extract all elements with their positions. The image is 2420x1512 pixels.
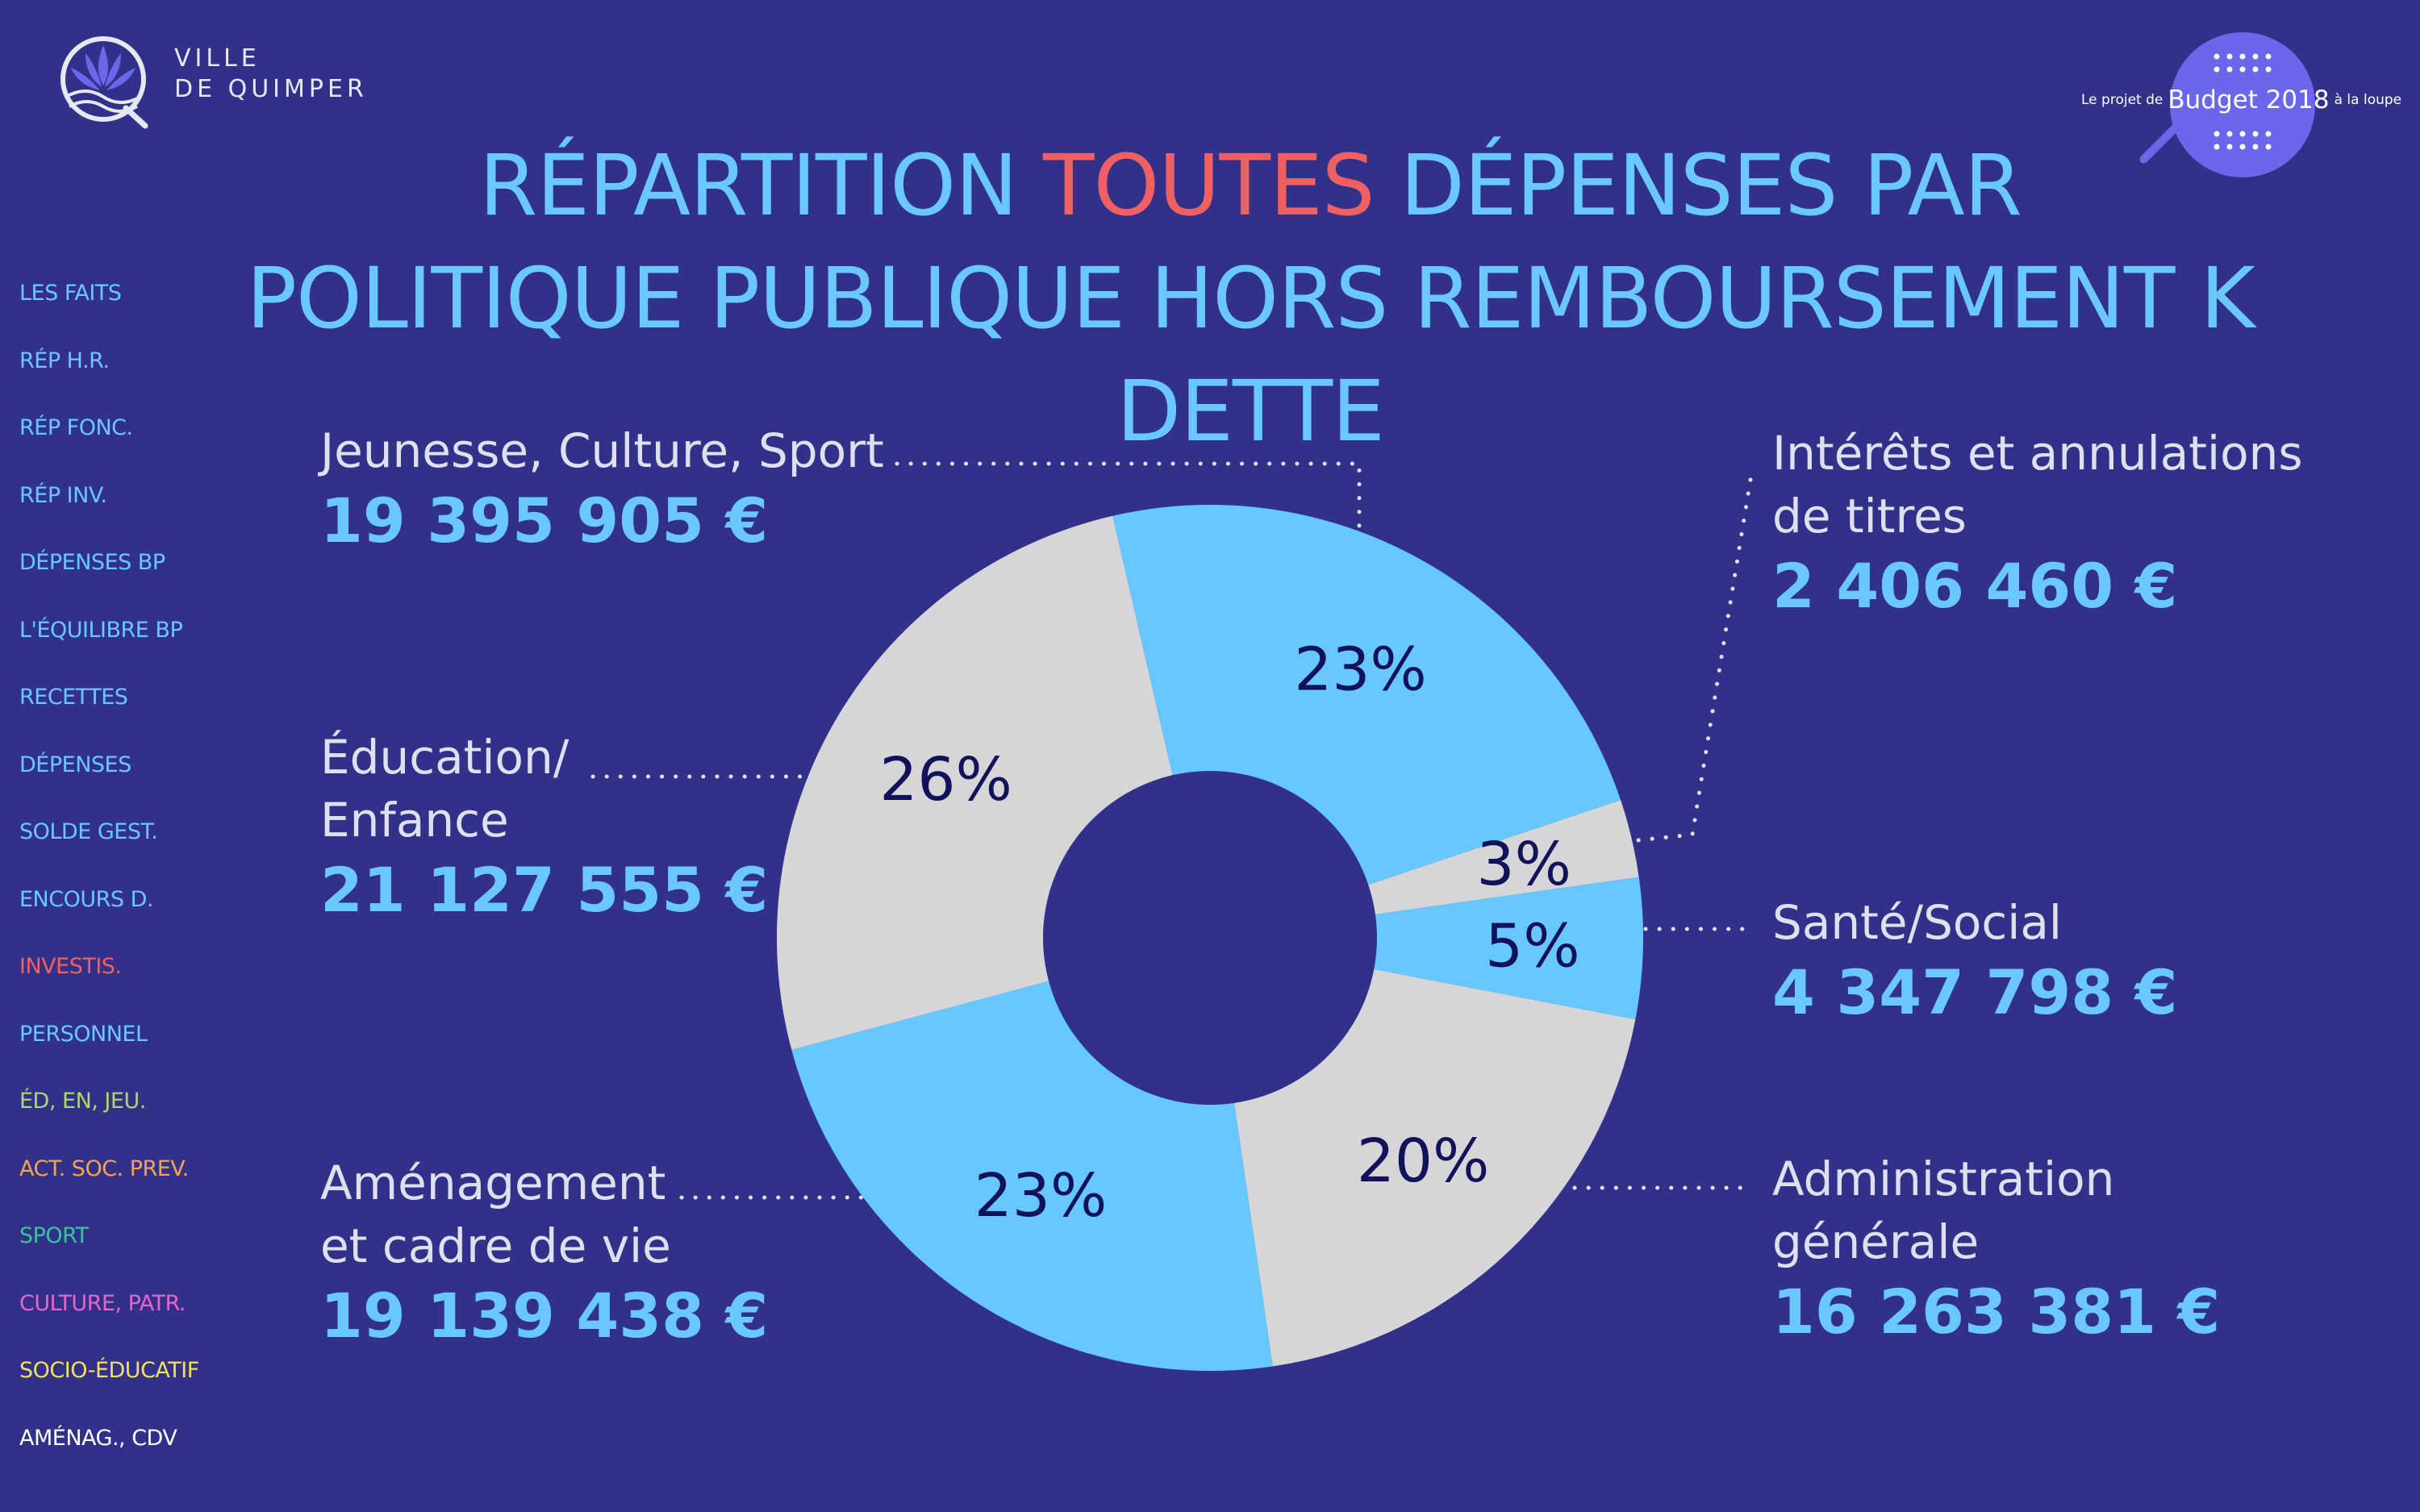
donut-slices [777,505,1643,1371]
logo-line-2: DE QUIMPER [174,75,368,103]
nav-item-solde-gest[interactable]: SOLDE GEST. [19,819,158,844]
leader-lines [590,461,1754,1200]
nav-item-rep-h-r[interactable]: RÉP H.R. [19,348,110,373]
label-name: Éducation/ [320,730,570,785]
slice-percent-label: 23% [974,1161,1107,1231]
logo-text: VILLE DE QUIMPER [174,44,368,105]
donut-slice [791,981,1273,1371]
label-education-enfance: Éducation/ Enfance 21 127 555 € [320,726,768,929]
nav-item-les-faits[interactable]: LES FAITS [19,281,122,306]
label-amount: 21 127 555 € [320,854,769,926]
nav-item-depenses[interactable]: DÉPENSES [19,752,131,777]
label-name: Administration [1772,1152,2115,1206]
donut-slice [1374,877,1643,1020]
title-line-1: RÉPARTITION TOUTES DÉPENSES PAR [145,129,2355,242]
label-amount: 19 395 905 € [320,485,769,556]
slice-percent-label: 20% [1357,1127,1489,1196]
title-accent: TOUTES [1042,136,1375,235]
label-name-2: Enfance [320,793,509,848]
badge-prefix: Le projet de [2081,92,2163,108]
donut-slice [1233,969,1636,1367]
quimper-logo-icon [60,36,148,129]
label-amount: 19 139 438 € [320,1280,769,1352]
nav-item-act-soc-prev[interactable]: ACT. SOC. PREV. [19,1156,189,1181]
donut-slice [1368,800,1639,914]
label-name-2: et cadre de vie [320,1218,671,1273]
nav-item-amenag-cdv[interactable]: AMÉNAG., CDV [19,1425,177,1451]
label-name-2: générale [1772,1214,1980,1269]
label-name: Santé/Social [1772,895,2063,950]
nav-item-depenses-bp[interactable]: DÉPENSES BP [19,550,165,575]
label-amenagement-cadre-de-vie: Aménagement et cadre de vie 19 139 438 € [320,1152,768,1355]
nav-item-socio-educatif[interactable]: SOCIO-ÉDUCATIF [19,1358,199,1383]
nav-item-encours-d[interactable]: ENCOURS D. [19,886,153,912]
label-interets-annulations: Intérêts et annulations de titres 2 406 … [1772,422,2303,625]
badge-suffix: à la loupe [2334,92,2402,108]
label-amount: 4 347 798 € [1772,956,2178,1028]
title-line-2: POLITIQUE PUBLIQUE HORS REMBOURSEMENT K … [246,249,2255,460]
dots-icon [2213,53,2272,73]
nav-item-sport[interactable]: SPORT [19,1223,89,1248]
page-title: RÉPARTITION TOUTES DÉPENSES PAR POLITIQU… [145,129,2355,468]
title-part-1: RÉPARTITION [478,136,1043,235]
nav-item-rep-fonc[interactable]: RÉP FONC. [19,415,133,440]
nav-item-ed-en-jeu[interactable]: ÉD, EN, JEU. [19,1089,146,1114]
slice-percent-label: 26% [879,745,1012,814]
slice-percent-label: 5% [1485,912,1579,981]
nav-item-recettes[interactable]: RECETTES [19,685,128,710]
label-sante-social: Santé/Social 4 347 798 € [1772,891,2177,1031]
slice-percent-label: 3% [1477,830,1571,899]
label-name: Intérêts et annulations [1772,426,2303,481]
dots-icon [2213,131,2272,150]
nav-item-rep-inv[interactable]: RÉP INV. [19,482,107,508]
slice-percent-label: 23% [1294,635,1426,705]
side-nav: LES FAITS RÉP H.R. RÉP FONC. RÉP INV. DÉPENS… [19,277,261,1489]
badge-main: Budget 2018 [2168,85,2330,115]
logo-line-1: VILLE [174,44,261,73]
label-jeunesse-culture-sport: Jeunesse, Culture, Sport 19 395 905 € [320,419,884,560]
nav-item-culture-patr[interactable]: CULTURE, PATR. [19,1290,186,1316]
label-amount: 2 406 460 € [1772,550,2178,622]
label-administration-generale: Administration générale 16 263 381 € [1772,1148,2220,1351]
donut-slice [777,515,1173,1050]
percent-labels: 23% 3% 5% 20% 23% 26% [879,635,1579,1231]
budget-badge: Le projet de Budget 2018 à la loupe [2081,29,2401,206]
nav-item-personnel[interactable]: PERSONNEL [19,1021,148,1047]
title-part-2: DÉPENSES PAR [1374,136,2022,235]
leader-line [1635,477,1753,843]
nav-item-l-equilibre-bp[interactable]: L'ÉQUILIBRE BP [19,617,183,643]
label-name: Jeunesse, Culture, Sport [320,423,884,478]
label-name: Aménagement [320,1156,666,1210]
donut-slice [1112,505,1621,885]
label-name-2: de titres [1772,489,1967,544]
nav-item-investis[interactable]: INVESTIS. [19,954,122,979]
badge-text: Le projet de Budget 2018 à la loupe [2081,85,2420,115]
label-amount: 16 263 381 € [1772,1276,2221,1347]
